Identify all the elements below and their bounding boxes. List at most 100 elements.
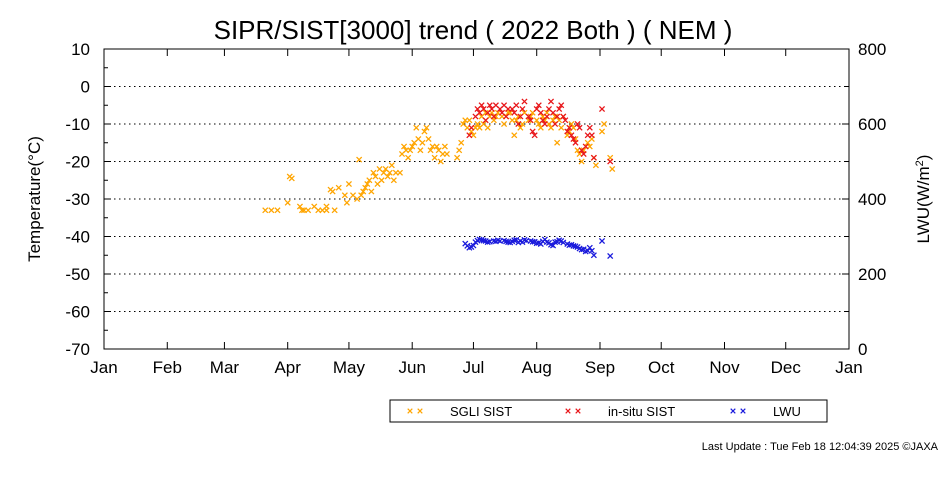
data-point (598, 105, 606, 113)
data-point (335, 184, 342, 191)
y-tick-label: -10 (65, 115, 90, 134)
data-point (558, 124, 565, 131)
data-point (372, 173, 379, 180)
data-point (558, 102, 565, 109)
data-point (570, 242, 577, 249)
data-point (582, 143, 589, 150)
data-point (560, 113, 567, 120)
legend: SGLI SIST in-situ SIST LWU (389, 399, 828, 423)
data-point (358, 192, 365, 199)
gridlines (104, 86, 849, 312)
y-tick-label: -30 (65, 190, 90, 209)
x-tick-label: Sep (585, 358, 615, 377)
data-point (486, 102, 493, 109)
data-point (519, 105, 526, 113)
data-point (541, 120, 548, 128)
data-point (527, 117, 534, 124)
data-point (419, 139, 426, 146)
last-update-text: Last Update : Tue Feb 18 12:04:39 2025 ©… (702, 441, 939, 453)
data-point (566, 124, 573, 131)
data-point (423, 124, 430, 131)
data-point (601, 120, 608, 128)
x-tick-label: Jul (463, 358, 485, 377)
x-tick-label: Feb (153, 358, 182, 377)
data-point (341, 192, 348, 199)
x-tick-label: Jun (398, 358, 425, 377)
y2-tick-label: 400 (858, 190, 886, 209)
data-point (370, 169, 377, 176)
data-point (556, 105, 563, 113)
data-point (298, 207, 306, 214)
data-point (525, 113, 532, 120)
data-point (484, 124, 491, 131)
data-point (262, 207, 269, 214)
series-in-situ-sist (466, 98, 614, 165)
legend-box (389, 399, 828, 423)
data-point (386, 169, 393, 176)
data-point (268, 207, 275, 214)
y-tick-label: -70 (65, 340, 90, 359)
data-point (521, 98, 528, 105)
data-point (390, 177, 397, 184)
data-point (529, 128, 536, 135)
data-point (468, 124, 475, 131)
y-tick-label: -50 (65, 265, 90, 284)
data-point (305, 207, 312, 214)
y-axis-label: Temperature(°C) (25, 136, 44, 262)
data-point (405, 154, 412, 161)
data-point (570, 135, 577, 143)
y-tick-label: -60 (65, 303, 90, 322)
data-point (378, 177, 385, 184)
axes: 100-10-20-30-40-50-60-708006004002000Jan… (65, 40, 886, 377)
data-point (384, 173, 391, 180)
data-point (511, 132, 518, 139)
data-point (345, 180, 352, 188)
y2-tick-label: 200 (858, 265, 886, 284)
data-point (362, 184, 369, 191)
data-point (356, 156, 363, 163)
legend-marker (730, 408, 736, 414)
data-point (590, 154, 597, 161)
legend-marker (740, 408, 746, 414)
legend-marker (407, 408, 413, 414)
x-tick-label: Aug (522, 358, 552, 377)
data-point (437, 158, 444, 165)
data-point (427, 147, 434, 154)
x-tick-label: Mar (210, 358, 240, 377)
data-point (456, 147, 463, 154)
x-tick-label: Jan (835, 358, 862, 377)
x-tick-label: Dec (771, 358, 802, 377)
legend-label: SGLI SIST (450, 404, 512, 419)
chart-title: SIPR/SIST[3000] trend ( 2022 Both ) ( NE… (214, 15, 733, 45)
data-point (586, 244, 593, 251)
data-point (400, 143, 408, 150)
x-tick-label: May (333, 358, 366, 377)
data-point (598, 128, 606, 135)
data-point (568, 132, 575, 139)
data-point (417, 147, 424, 154)
data-point (511, 237, 518, 244)
data-point (537, 109, 544, 116)
data-point (511, 109, 518, 116)
data-point (590, 252, 597, 259)
data-point (500, 120, 508, 128)
data-point (592, 162, 599, 169)
data-point (409, 143, 416, 150)
data-point (476, 236, 483, 243)
data-point (552, 120, 559, 128)
data-point (588, 132, 595, 139)
data-point (513, 102, 520, 109)
x-tick-label: Apr (274, 358, 301, 377)
series-lwu (462, 236, 614, 260)
data-point (586, 124, 593, 131)
data-points (262, 98, 616, 260)
x-tick-label: Nov (709, 358, 740, 377)
data-point (425, 135, 432, 143)
data-point (580, 150, 587, 158)
data-point (441, 143, 448, 150)
data-point (607, 158, 614, 165)
data-point (517, 113, 524, 120)
y2-tick-label: 600 (858, 115, 886, 134)
data-point (368, 188, 375, 195)
